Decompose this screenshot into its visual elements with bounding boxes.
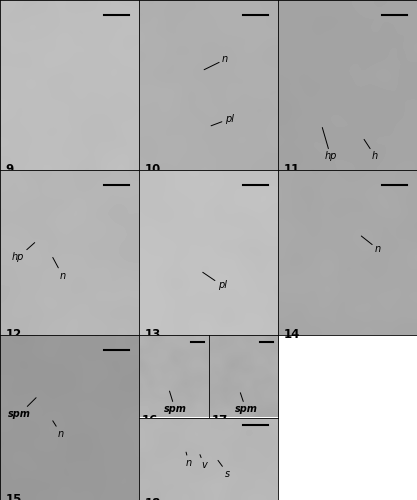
Text: n: n: [186, 452, 192, 468]
Text: 14: 14: [283, 328, 300, 342]
Text: 9: 9: [5, 163, 14, 176]
Text: 17: 17: [211, 414, 228, 427]
Text: hp: hp: [12, 242, 35, 262]
Text: 16: 16: [142, 414, 158, 427]
Text: spm: spm: [234, 393, 257, 414]
Text: spm: spm: [8, 398, 36, 419]
Text: 15: 15: [5, 494, 22, 500]
Text: v: v: [200, 454, 207, 470]
Text: n: n: [53, 258, 65, 280]
Text: 10: 10: [144, 163, 161, 176]
Text: 11: 11: [283, 163, 299, 176]
Text: n: n: [204, 54, 228, 70]
Text: s: s: [218, 460, 230, 478]
Text: n: n: [53, 421, 64, 439]
Text: 12: 12: [5, 328, 22, 342]
Text: 18: 18: [144, 496, 161, 500]
Text: spm: spm: [163, 391, 186, 414]
Text: pl: pl: [203, 272, 227, 290]
Text: 13: 13: [144, 328, 161, 342]
Text: n: n: [361, 236, 381, 254]
Text: h: h: [364, 140, 378, 162]
Text: hp: hp: [322, 128, 337, 162]
Text: pl: pl: [211, 114, 234, 126]
